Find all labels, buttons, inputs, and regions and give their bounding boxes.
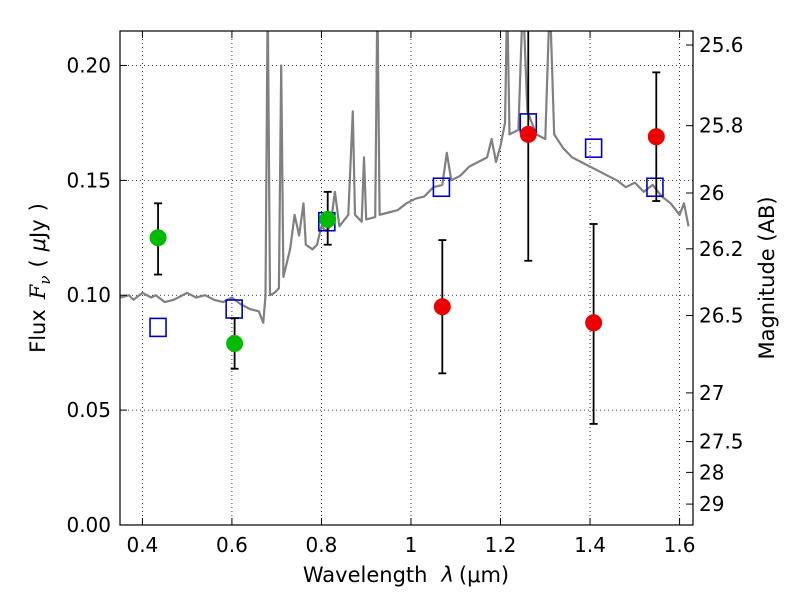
x-tick-label: 0.8 [306, 533, 338, 557]
nir-data-point [585, 314, 603, 332]
nir-data-point [647, 128, 665, 146]
model-square-point [432, 177, 451, 198]
magnitude-tick-label: 25.6 [699, 33, 744, 57]
x-tick-label: 1.2 [485, 533, 517, 557]
magnitude-tick-label: 25.8 [699, 114, 744, 138]
nir-data-point [519, 125, 537, 143]
nir-data-point [433, 298, 451, 316]
magnitude-tick-label: 26.5 [699, 303, 744, 327]
x-axis-title: Wavelength λ (μm) [303, 563, 509, 587]
optical-data-point [319, 210, 337, 228]
optical-data-point [149, 229, 167, 247]
x-tick-label: 1.6 [664, 533, 696, 557]
data-layer [120, 31, 690, 425]
x-tick-label: 1.4 [574, 533, 606, 557]
model-square-point [646, 177, 664, 198]
magnitude-tick-label: 26.2 [699, 237, 744, 261]
y-axis-title: FluxFν(μJy) [26, 203, 54, 353]
y-tick-label: 0.10 [66, 283, 111, 307]
y2-axis-title: Magnitude (AB) [755, 196, 779, 359]
y-tick-label: 0.20 [66, 53, 111, 77]
magnitude-tick-label: 26 [699, 181, 724, 205]
ticks: 0.4 0.6 0.8 1 1.2 1.4 1.6 0.00 0.05 0.10 0.15 0.20 2… [66, 31, 744, 557]
y-tick-label: 0.00 [66, 513, 111, 537]
spectrum-line [120, 31, 690, 324]
model-square-point [149, 317, 167, 338]
plot-frame [119, 30, 694, 526]
x-tick-label: 0.4 [126, 533, 158, 557]
magnitude-tick-label: 29 [699, 492, 724, 516]
magnitude-tick-label: 27.5 [699, 430, 744, 454]
y-tick-label: 0.05 [66, 398, 111, 422]
x-tick-label: 1 [405, 533, 418, 557]
magnitude-tick-label: 28 [699, 460, 724, 484]
plot-background [120, 31, 693, 525]
y-tick-label: 0.15 [66, 168, 111, 192]
x-tick-label: 0.6 [216, 533, 248, 557]
model-square-point [584, 138, 603, 158]
magnitude-tick-label: 27 [699, 381, 724, 405]
optical-data-point [226, 334, 244, 352]
